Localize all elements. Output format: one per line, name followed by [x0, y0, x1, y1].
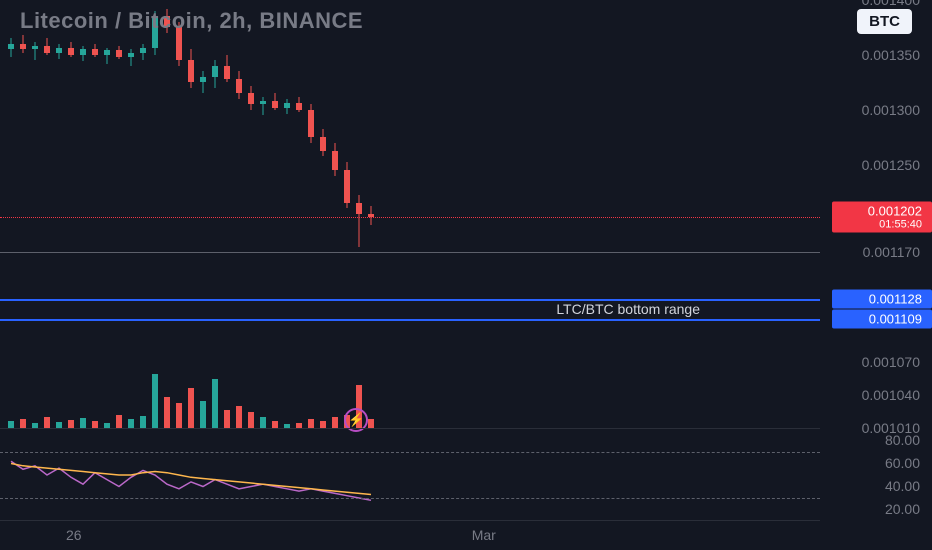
x-tick: 26 — [66, 527, 82, 543]
volume-bar — [332, 417, 338, 428]
volume-bar — [272, 421, 278, 428]
support-price-tag: 0.001109 — [832, 310, 932, 329]
y-tick: 0.001170 — [863, 244, 920, 260]
volume-bar — [44, 417, 50, 428]
rsi-svg — [0, 429, 820, 521]
volume-bar — [128, 419, 134, 428]
volume-bar — [164, 397, 170, 429]
volume-bar — [116, 415, 122, 428]
rsi-line — [11, 464, 371, 495]
y-tick: 0.001300 — [862, 102, 920, 118]
volume-bar — [80, 418, 86, 428]
time-x-axis: 26 Mar — [0, 520, 820, 550]
rsi-tick: 60.00 — [885, 455, 920, 471]
y-tick: 0.001070 — [862, 354, 920, 370]
volume-bars — [0, 338, 820, 428]
volume-bar — [200, 401, 206, 428]
support-range-label: LTC/BTC bottom range — [556, 301, 700, 317]
y-tick: 0.001350 — [862, 47, 920, 63]
volume-bar — [140, 416, 146, 428]
rsi-line — [11, 461, 371, 500]
support-price-tag: 0.001128 — [832, 289, 932, 308]
rsi-tick: 20.00 — [885, 501, 920, 517]
rsi-tick: 80.00 — [885, 432, 920, 448]
rsi-band — [0, 452, 820, 453]
volume-bar — [248, 412, 254, 428]
current-price-line — [0, 217, 820, 218]
y-tick: 0.001400 — [862, 0, 920, 8]
volume-bar — [152, 374, 158, 428]
volume-bar — [8, 421, 14, 428]
current-price-tag: 0.00120201:55:40 — [832, 202, 932, 233]
support-line[interactable] — [0, 319, 820, 321]
volume-bar — [176, 403, 182, 428]
volume-bar — [68, 420, 74, 428]
rsi-y-axis: 20.00 40.00 60.00 80.00 — [822, 428, 932, 520]
x-tick: Mar — [472, 527, 496, 543]
y-tick: 0.001040 — [862, 387, 920, 403]
volume-bar — [224, 410, 230, 428]
volume-bar — [368, 419, 374, 428]
volume-bar — [236, 406, 242, 429]
price-chart[interactable]: LTC/BTC bottom range ⚡ — [0, 0, 820, 428]
rsi-band — [0, 498, 820, 499]
volume-bar — [212, 379, 218, 429]
price-y-axis: 0.0010100.0010400.0010700.0011700.001250… — [822, 0, 932, 428]
rsi-panel[interactable] — [0, 428, 820, 520]
y-tick: 0.001250 — [862, 157, 920, 173]
volume-bar — [260, 417, 266, 428]
reference-line — [0, 252, 820, 253]
volume-bar — [188, 388, 194, 429]
chart-title: Litecoin / Bitcoin, 2h, BINANCE — [20, 8, 363, 34]
currency-badge[interactable]: BTC — [857, 9, 912, 34]
rsi-tick: 40.00 — [885, 478, 920, 494]
volume-bar — [320, 421, 326, 428]
volume-bar — [308, 419, 314, 428]
volume-bar — [92, 421, 98, 428]
chart-header: Litecoin / Bitcoin, 2h, BINANCE BTC — [20, 8, 912, 34]
volume-bar — [20, 419, 26, 428]
